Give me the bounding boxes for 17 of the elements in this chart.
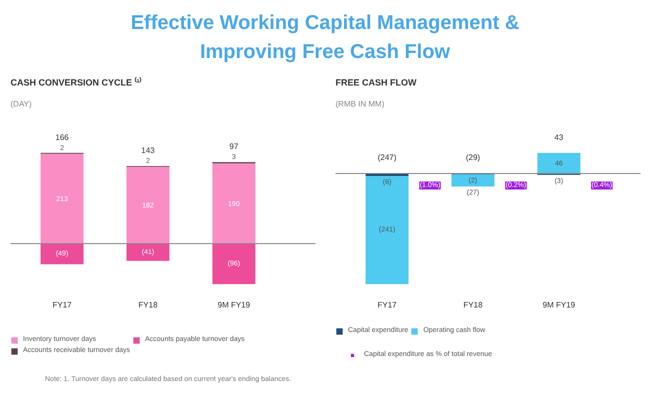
x-tick-label: FY17 bbox=[377, 300, 398, 310]
x-tick-label: FY18 bbox=[138, 300, 158, 310]
x-tick-label: 9M FY19 bbox=[218, 300, 251, 310]
total-label: 166 bbox=[55, 132, 70, 142]
chart-title: CASH CONVERSION CYCLE ⁽¹⁾ bbox=[10, 76, 142, 88]
text: Effective Working Capital Management & Improving Free Cash Flow bbox=[130, 11, 520, 65]
total-label: 97 bbox=[229, 142, 239, 152]
chart-subtitle: (RMB IN MM) bbox=[336, 100, 385, 108]
x-tick-label: FY17 bbox=[52, 300, 72, 310]
chart-subtitle: (DAY) bbox=[10, 100, 32, 108]
x-tick-label: 9M FY19 bbox=[542, 300, 576, 310]
total-label: 143 bbox=[141, 146, 156, 155]
x-tick-label: FY18 bbox=[463, 300, 484, 310]
total-label: (247) bbox=[378, 152, 397, 162]
chart-title: FREE CASH FLOW bbox=[336, 78, 417, 88]
total-label: 43 bbox=[554, 132, 564, 142]
total-label: (29) bbox=[466, 152, 480, 162]
